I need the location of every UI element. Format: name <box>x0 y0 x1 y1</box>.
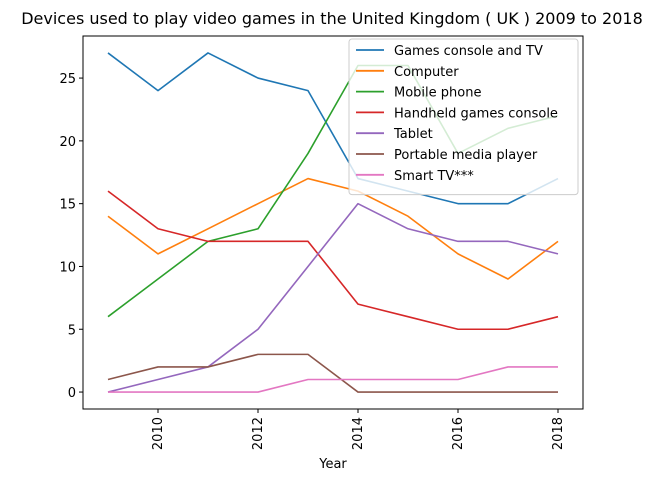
series-line-6 <box>108 366 558 393</box>
y-tick-label: 20 <box>59 135 76 150</box>
legend-label-2: Mobile phone <box>394 86 481 101</box>
x-axis: 2010 2012 2014 2016 2018 <box>151 409 566 450</box>
y-tick-label: 0 <box>68 386 76 401</box>
legend-label-3: Handheld games console <box>394 106 558 121</box>
x-tick-label: 2012 <box>251 417 266 450</box>
plot-lines <box>107 52 559 393</box>
series-line-1 <box>107 177 559 280</box>
series-line-3 <box>107 190 559 331</box>
legend-label-1: Computer <box>394 65 459 80</box>
x-tick-label: 2010 <box>151 417 166 450</box>
legend-label-0: Games console and TV <box>394 44 543 59</box>
chart-title: Devices used to play video games in the … <box>21 9 643 28</box>
y-axis: 0 5 10 15 20 25 <box>59 72 83 401</box>
plot-frame <box>82 35 584 410</box>
y-tick-label: 15 <box>59 198 76 213</box>
x-tick-label: 2014 <box>351 417 366 450</box>
series-line-0 <box>107 52 559 205</box>
legend-label-5: Portable media player <box>394 148 538 163</box>
legend: Games console and TV Computer Mobile phone… <box>348 38 579 196</box>
y-tick-label: 5 <box>68 323 76 338</box>
y-tick-label: 10 <box>59 260 76 275</box>
y-tick-label: 25 <box>59 72 76 87</box>
series-line-5 <box>107 353 558 393</box>
x-axis-label: Year <box>318 457 347 472</box>
legend-label-4: Tablet <box>393 127 433 142</box>
legend-box <box>348 38 579 196</box>
series-line-4 <box>107 202 559 393</box>
x-tick-label: 2018 <box>551 417 566 450</box>
x-tick-label: 2016 <box>451 417 466 450</box>
legend-label-6: Smart TV*** <box>394 169 474 184</box>
